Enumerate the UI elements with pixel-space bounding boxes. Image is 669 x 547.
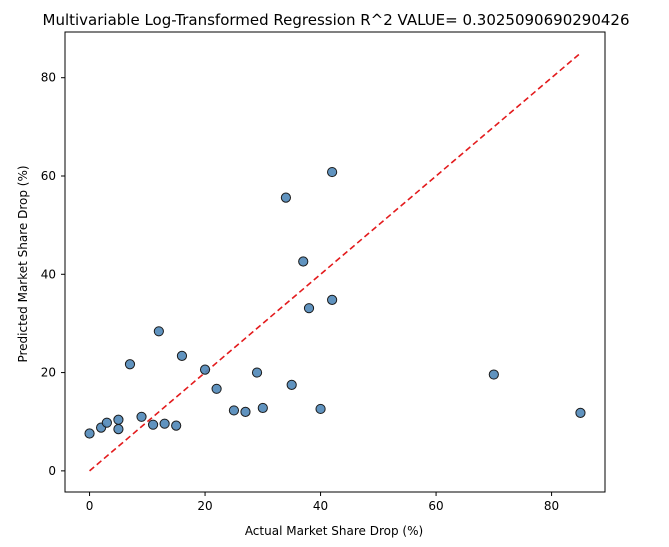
data-point (136, 411, 147, 422)
chart-title: Multivariable Log-Transformed Regression… (43, 11, 630, 29)
data-point (575, 407, 586, 418)
reference-line (89, 52, 581, 472)
data-point (171, 420, 182, 431)
y-tick-label: 80 (41, 71, 56, 85)
y-axis-label: Predicted Market Share Drop (%) (16, 165, 30, 362)
y-tick-label: 60 (41, 169, 56, 183)
data-point (211, 383, 222, 394)
data-point (101, 417, 112, 428)
y-axis: 0 20 40 60 80 (41, 71, 65, 478)
data-point (315, 403, 326, 415)
data-point (303, 303, 315, 314)
data-point (228, 405, 240, 416)
data-point (199, 364, 211, 375)
data-point (298, 256, 309, 267)
x-tick-label: 0 (86, 499, 94, 513)
plot-area: 0 20 40 60 80 0 20 40 60 80 (41, 31, 606, 513)
data-point (257, 402, 268, 414)
x-tick-label: 80 (544, 499, 559, 513)
data-point (124, 359, 136, 370)
y-tick-label: 20 (41, 366, 56, 380)
y-tick-label: 40 (41, 267, 56, 281)
data-point (488, 369, 499, 380)
data-point (113, 414, 124, 425)
data-point (286, 379, 297, 390)
x-axis: 0 20 40 60 80 (86, 492, 559, 513)
data-point (251, 367, 263, 378)
data-point (147, 419, 159, 430)
x-axis-label: Actual Market Share Drop (%) (245, 524, 423, 538)
x-tick-label: 20 (197, 499, 212, 513)
plot-frame (64, 31, 606, 493)
x-tick-label: 40 (313, 499, 328, 513)
data-point (159, 418, 170, 429)
data-point (153, 326, 164, 337)
data-point (176, 350, 188, 361)
data-point (280, 192, 292, 203)
data-point (84, 428, 95, 439)
data-point (327, 166, 338, 178)
y-tick-label: 0 (48, 464, 56, 478)
data-points (84, 166, 586, 439)
data-point (113, 423, 124, 435)
x-tick-label: 60 (428, 499, 443, 513)
data-point (240, 406, 251, 417)
data-point (327, 294, 338, 305)
